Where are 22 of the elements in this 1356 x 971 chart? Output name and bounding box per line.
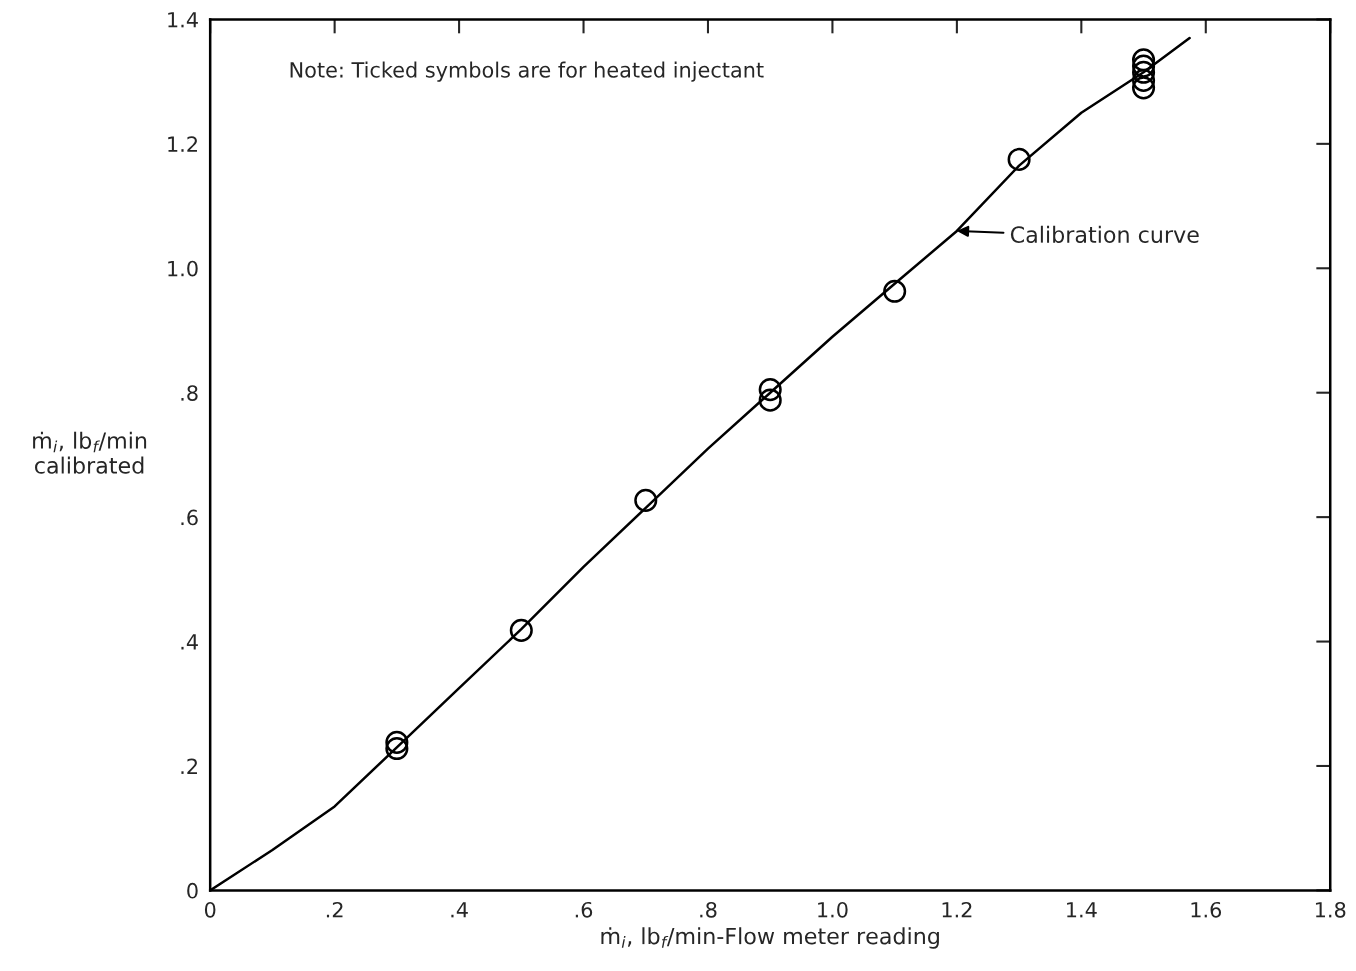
x-tick-label: 1.2 (942, 901, 972, 918)
y-axis-title: ṁ$_{i}$, lb$_{f}$/min calibrated (33, 431, 147, 474)
x-tick-label: 1.4 (1067, 902, 1097, 918)
x-tick-label: 1.0 (818, 901, 848, 918)
y-tick-label: .8 (181, 385, 198, 401)
x-tick-label: 1.8 (1315, 901, 1346, 918)
x-tick-label: .6 (575, 901, 593, 918)
y-tick-label: .4 (181, 634, 198, 650)
y-tick-label: .6 (181, 509, 198, 526)
annotation: Calibration curve (1010, 225, 1199, 243)
x-tick-label: 0 (204, 901, 216, 918)
y-tick-label: .2 (181, 758, 197, 774)
x-tick-label: .8 (700, 901, 717, 918)
y-tick-label: 1.4 (168, 12, 198, 28)
x-axis-title: ṁ$_{i}$, lb$_{f}$/min-Flow meter reading (601, 927, 939, 949)
y-tick-label: 1.0 (168, 260, 198, 277)
y-tick-label: 1.2 (168, 136, 197, 152)
annotation: Note: Ticked symbols are for heated injectant (290, 61, 764, 82)
y-tick-label: 0 (187, 882, 198, 899)
x-tick-label: .4 (451, 902, 468, 918)
x-tick-label: 1.6 (1191, 901, 1222, 918)
x-tick-label: .2 (326, 901, 343, 918)
